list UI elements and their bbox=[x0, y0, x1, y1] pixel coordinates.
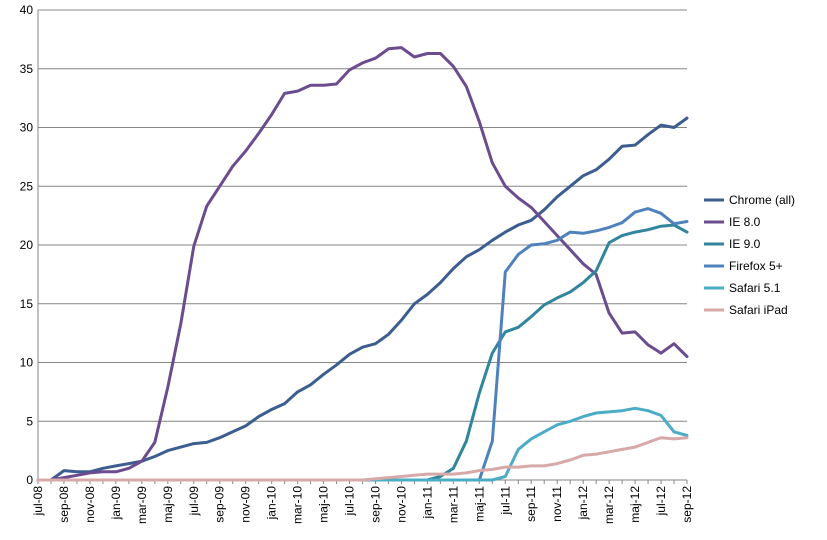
series-line-1 bbox=[36, 116, 689, 482]
x-tick-label: jul-08 bbox=[31, 486, 45, 517]
y-tick-label: 15 bbox=[20, 297, 34, 311]
x-tick-label: jan-12 bbox=[576, 486, 590, 521]
y-tick-label: 10 bbox=[20, 356, 34, 370]
x-tick-label: nov-08 bbox=[83, 486, 97, 523]
series-line-4 bbox=[36, 207, 689, 482]
x-tick-label: maj-12 bbox=[628, 486, 642, 523]
x-tick-label: sep-11 bbox=[524, 486, 538, 522]
x-tick-label: mar-11 bbox=[446, 486, 460, 523]
x-tick-label: mar-12 bbox=[602, 486, 616, 524]
legend-label: Firefox 5+ bbox=[729, 259, 783, 273]
x-tick-label: mar-09 bbox=[135, 486, 149, 524]
series-line-6 bbox=[36, 436, 689, 482]
y-tick-label: 25 bbox=[20, 179, 34, 193]
y-tick-label: 30 bbox=[20, 121, 34, 135]
y-tick-label: 0 bbox=[26, 473, 33, 487]
x-tick-label: maj-11 bbox=[472, 486, 486, 522]
legend-label: Safari 5.1 bbox=[729, 281, 781, 295]
x-tick-label: sep-09 bbox=[213, 486, 227, 523]
gridlines bbox=[38, 9, 687, 422]
legend-label: Safari iPad bbox=[729, 303, 788, 317]
x-tick-label: jul-12 bbox=[654, 486, 668, 517]
x-tick-label: maj-10 bbox=[317, 486, 331, 523]
legend-label: IE 8.0 bbox=[729, 215, 761, 229]
y-tick-label: 20 bbox=[20, 238, 34, 252]
y-tick-label: 5 bbox=[26, 414, 33, 428]
legend: Chrome (all) IE 8.0 IE 9.0 Firefox 5+ Safari… bbox=[704, 193, 795, 317]
legend-label: IE 9.0 bbox=[729, 237, 761, 251]
x-tick-label: sep-12 bbox=[680, 486, 694, 523]
y-tick-label: 40 bbox=[20, 3, 34, 17]
x-tick-label: mar-10 bbox=[291, 486, 305, 524]
series-line-3 bbox=[36, 223, 689, 482]
x-tick-label: maj-09 bbox=[161, 486, 175, 523]
series-lines bbox=[36, 46, 689, 482]
x-tick-label: jul-09 bbox=[187, 486, 201, 517]
x-tick-label: nov-09 bbox=[239, 486, 253, 523]
legend-label: Chrome (all) bbox=[729, 193, 795, 207]
x-tick-label: jul-10 bbox=[343, 486, 357, 517]
x-tick-label: jul-11 bbox=[498, 486, 512, 516]
x-tick-label: jan-10 bbox=[265, 486, 279, 521]
x-tick-label: nov-11 bbox=[550, 486, 564, 522]
series-line-2 bbox=[36, 46, 689, 482]
x-tick-label: jan-11 bbox=[420, 486, 434, 520]
x-tick-label: sep-10 bbox=[368, 486, 382, 523]
axes: 0 5 10 15 20 25 30 35 40 jul-08 sep-08 nov-08 jan-09… bbox=[20, 3, 694, 524]
x-tick-label: nov-10 bbox=[394, 486, 408, 523]
y-tick-label: 35 bbox=[20, 62, 34, 76]
series-line-5 bbox=[36, 406, 689, 482]
x-tick-label: sep-08 bbox=[57, 486, 71, 523]
x-tick-label: jan-09 bbox=[109, 486, 123, 521]
